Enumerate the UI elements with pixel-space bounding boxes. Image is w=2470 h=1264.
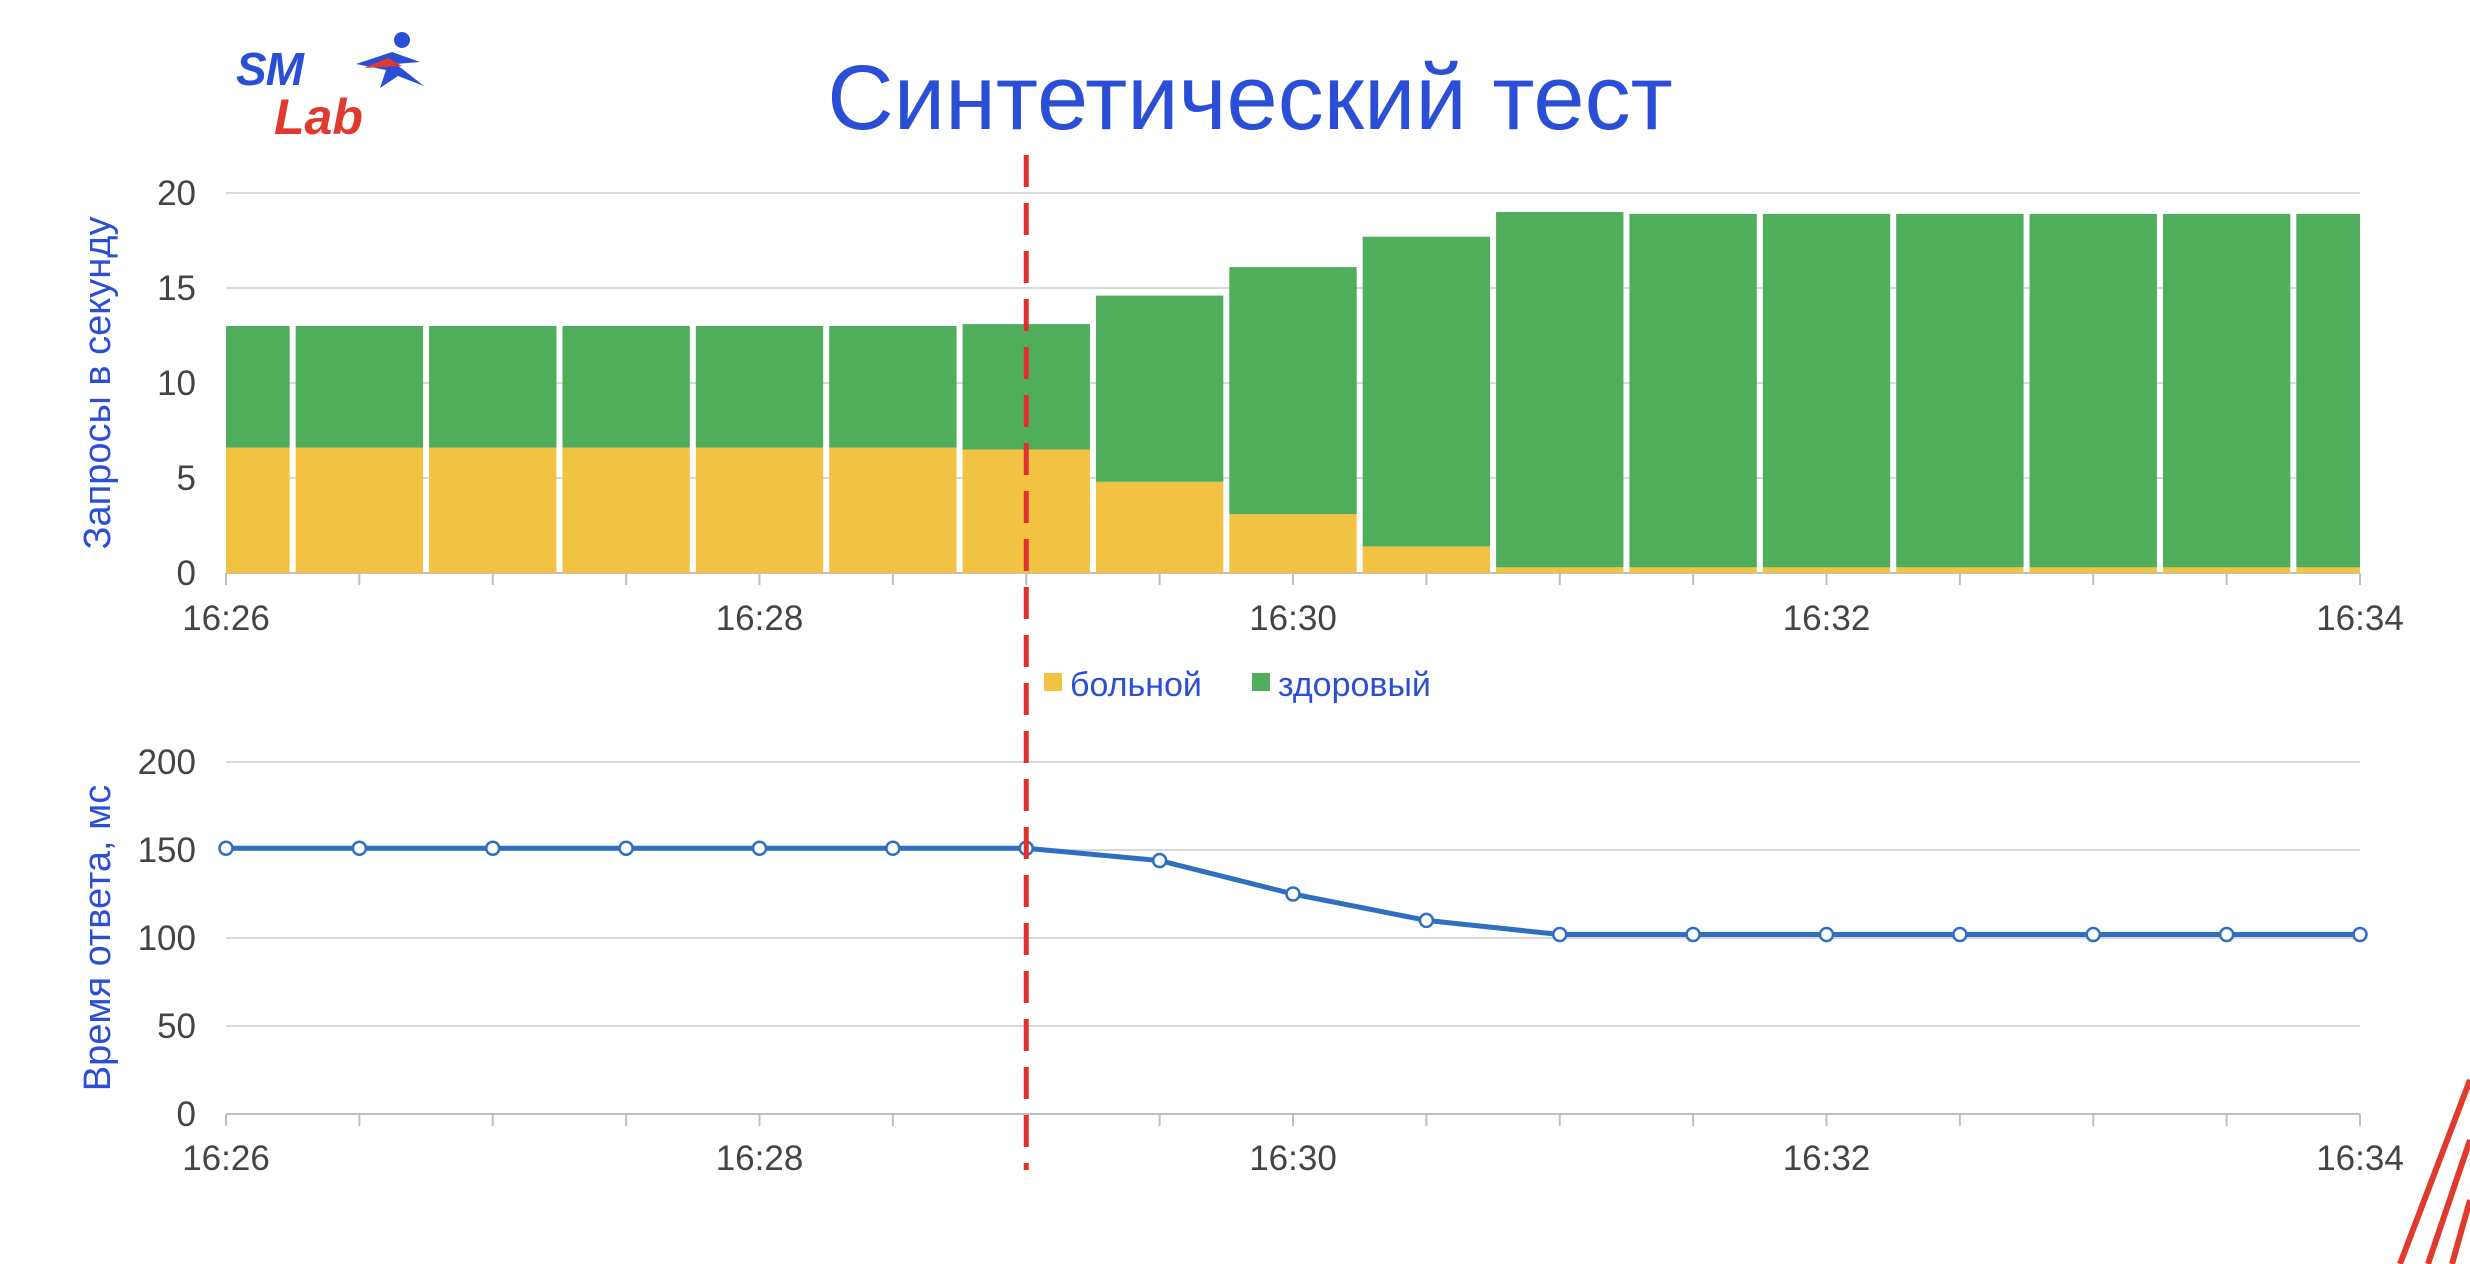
bar-sick [2296,567,2360,573]
y-axis-label: Время ответа, мс [77,785,119,1092]
bar-sick [1229,514,1357,573]
bar-healthy [1362,236,1491,547]
y-tick-label: 200 [138,743,196,782]
bar-healthy [1762,213,1891,568]
y-tick-label: 0 [177,1095,196,1134]
bar-sick [295,447,424,573]
bar-healthy [2162,213,2291,568]
data-point [1552,926,1568,943]
bar-healthy [429,326,557,448]
bar-healthy [2029,213,2157,568]
data-point [1952,926,1968,943]
y-tick-label: 150 [138,831,196,870]
legend-swatch [1044,673,1062,691]
data-point [618,840,634,856]
running-figure-icon [356,32,424,88]
corner-decoration [2397,1078,2470,1264]
y-tick-label: 0 [177,554,196,593]
x-tick-label: 16:34 [2316,599,2404,638]
bar-sick [562,447,690,573]
bar-healthy [695,326,824,448]
x-tick-label: 16:28 [716,599,804,638]
bar-sick [1629,567,1757,573]
bar-sick [829,447,957,573]
x-tick-label: 16:32 [1783,1139,1871,1178]
x-tick-label: 16:32 [1783,599,1871,638]
decor-stripe [2397,1078,2470,1264]
x-tick-label: 16:28 [716,1139,804,1178]
data-point [485,840,501,856]
legend: больной здоровый [1044,666,1431,704]
smlab-logo: SM Lab [236,28,426,148]
bar-sick [2029,567,2157,573]
data-point [2218,926,2235,943]
x-tick-label: 16:26 [182,1139,270,1178]
y-tick-label: 10 [157,364,196,403]
bar-sick [1496,567,1624,573]
y-axis-label: Запросы в секунду [77,217,119,550]
y-tick-label: 5 [177,459,196,498]
data-point [2085,926,2101,943]
bar-healthy [829,326,957,448]
x-tick-label: 16:26 [182,599,270,638]
logo-text-sm: SM [236,43,304,95]
bar-sick [1095,481,1224,573]
x-tick-label: 16:34 [2316,1139,2404,1178]
bar-healthy [1496,212,1624,568]
data-point [1151,852,1168,869]
data-point [351,840,368,856]
data-point [885,840,901,856]
bar-sick [1896,567,2024,573]
y-tick-label: 15 [157,269,196,308]
legend-swatch [1252,673,1270,691]
bar-sick [2162,567,2291,573]
bar-healthy [562,326,690,448]
response-time-chart: 0 50 100 150 200 16:26 16:28 16:30 16:32 16:34 Вре… [77,743,2404,1178]
bar-sick [695,447,824,573]
data-point [751,840,768,856]
bar-healthy [1896,213,2024,568]
bar-sick [1362,546,1491,573]
decor-stripe [2449,1199,2470,1264]
bar-healthy [1095,295,1224,482]
data-point [1685,926,1701,943]
logo-text-lab: Lab [274,89,363,145]
decor-stripe [2425,1139,2470,1264]
bar-healthy [1629,213,1757,568]
bar-healthy [1229,267,1357,515]
legend-label: здоровый [1278,666,1431,704]
bar-healthy [2296,213,2360,568]
bar-sick [1762,567,1891,573]
bar-healthy [226,326,290,448]
data-point [1418,912,1435,929]
data-point [1818,926,1835,943]
x-tick-label: 16:30 [1249,1139,1337,1178]
data-point [218,840,234,856]
x-tick-label: 16:30 [1249,599,1337,638]
bar-healthy [295,326,424,448]
bar-sick [429,447,557,573]
data-point [2352,926,2368,943]
legend-label: больной [1070,666,1202,704]
data-point [1285,886,1301,902]
y-tick-label: 50 [157,1007,196,1046]
bar-healthy [962,324,1090,450]
page-title: Синтетический тест [827,47,1673,149]
bar-sick [226,447,290,573]
requests-chart: 0 5 10 15 20 16:26 16:28 16:30 16:32 16:34 Запросы… [77,174,2404,638]
y-tick-label: 20 [157,174,196,213]
y-tick-label: 100 [138,919,196,958]
